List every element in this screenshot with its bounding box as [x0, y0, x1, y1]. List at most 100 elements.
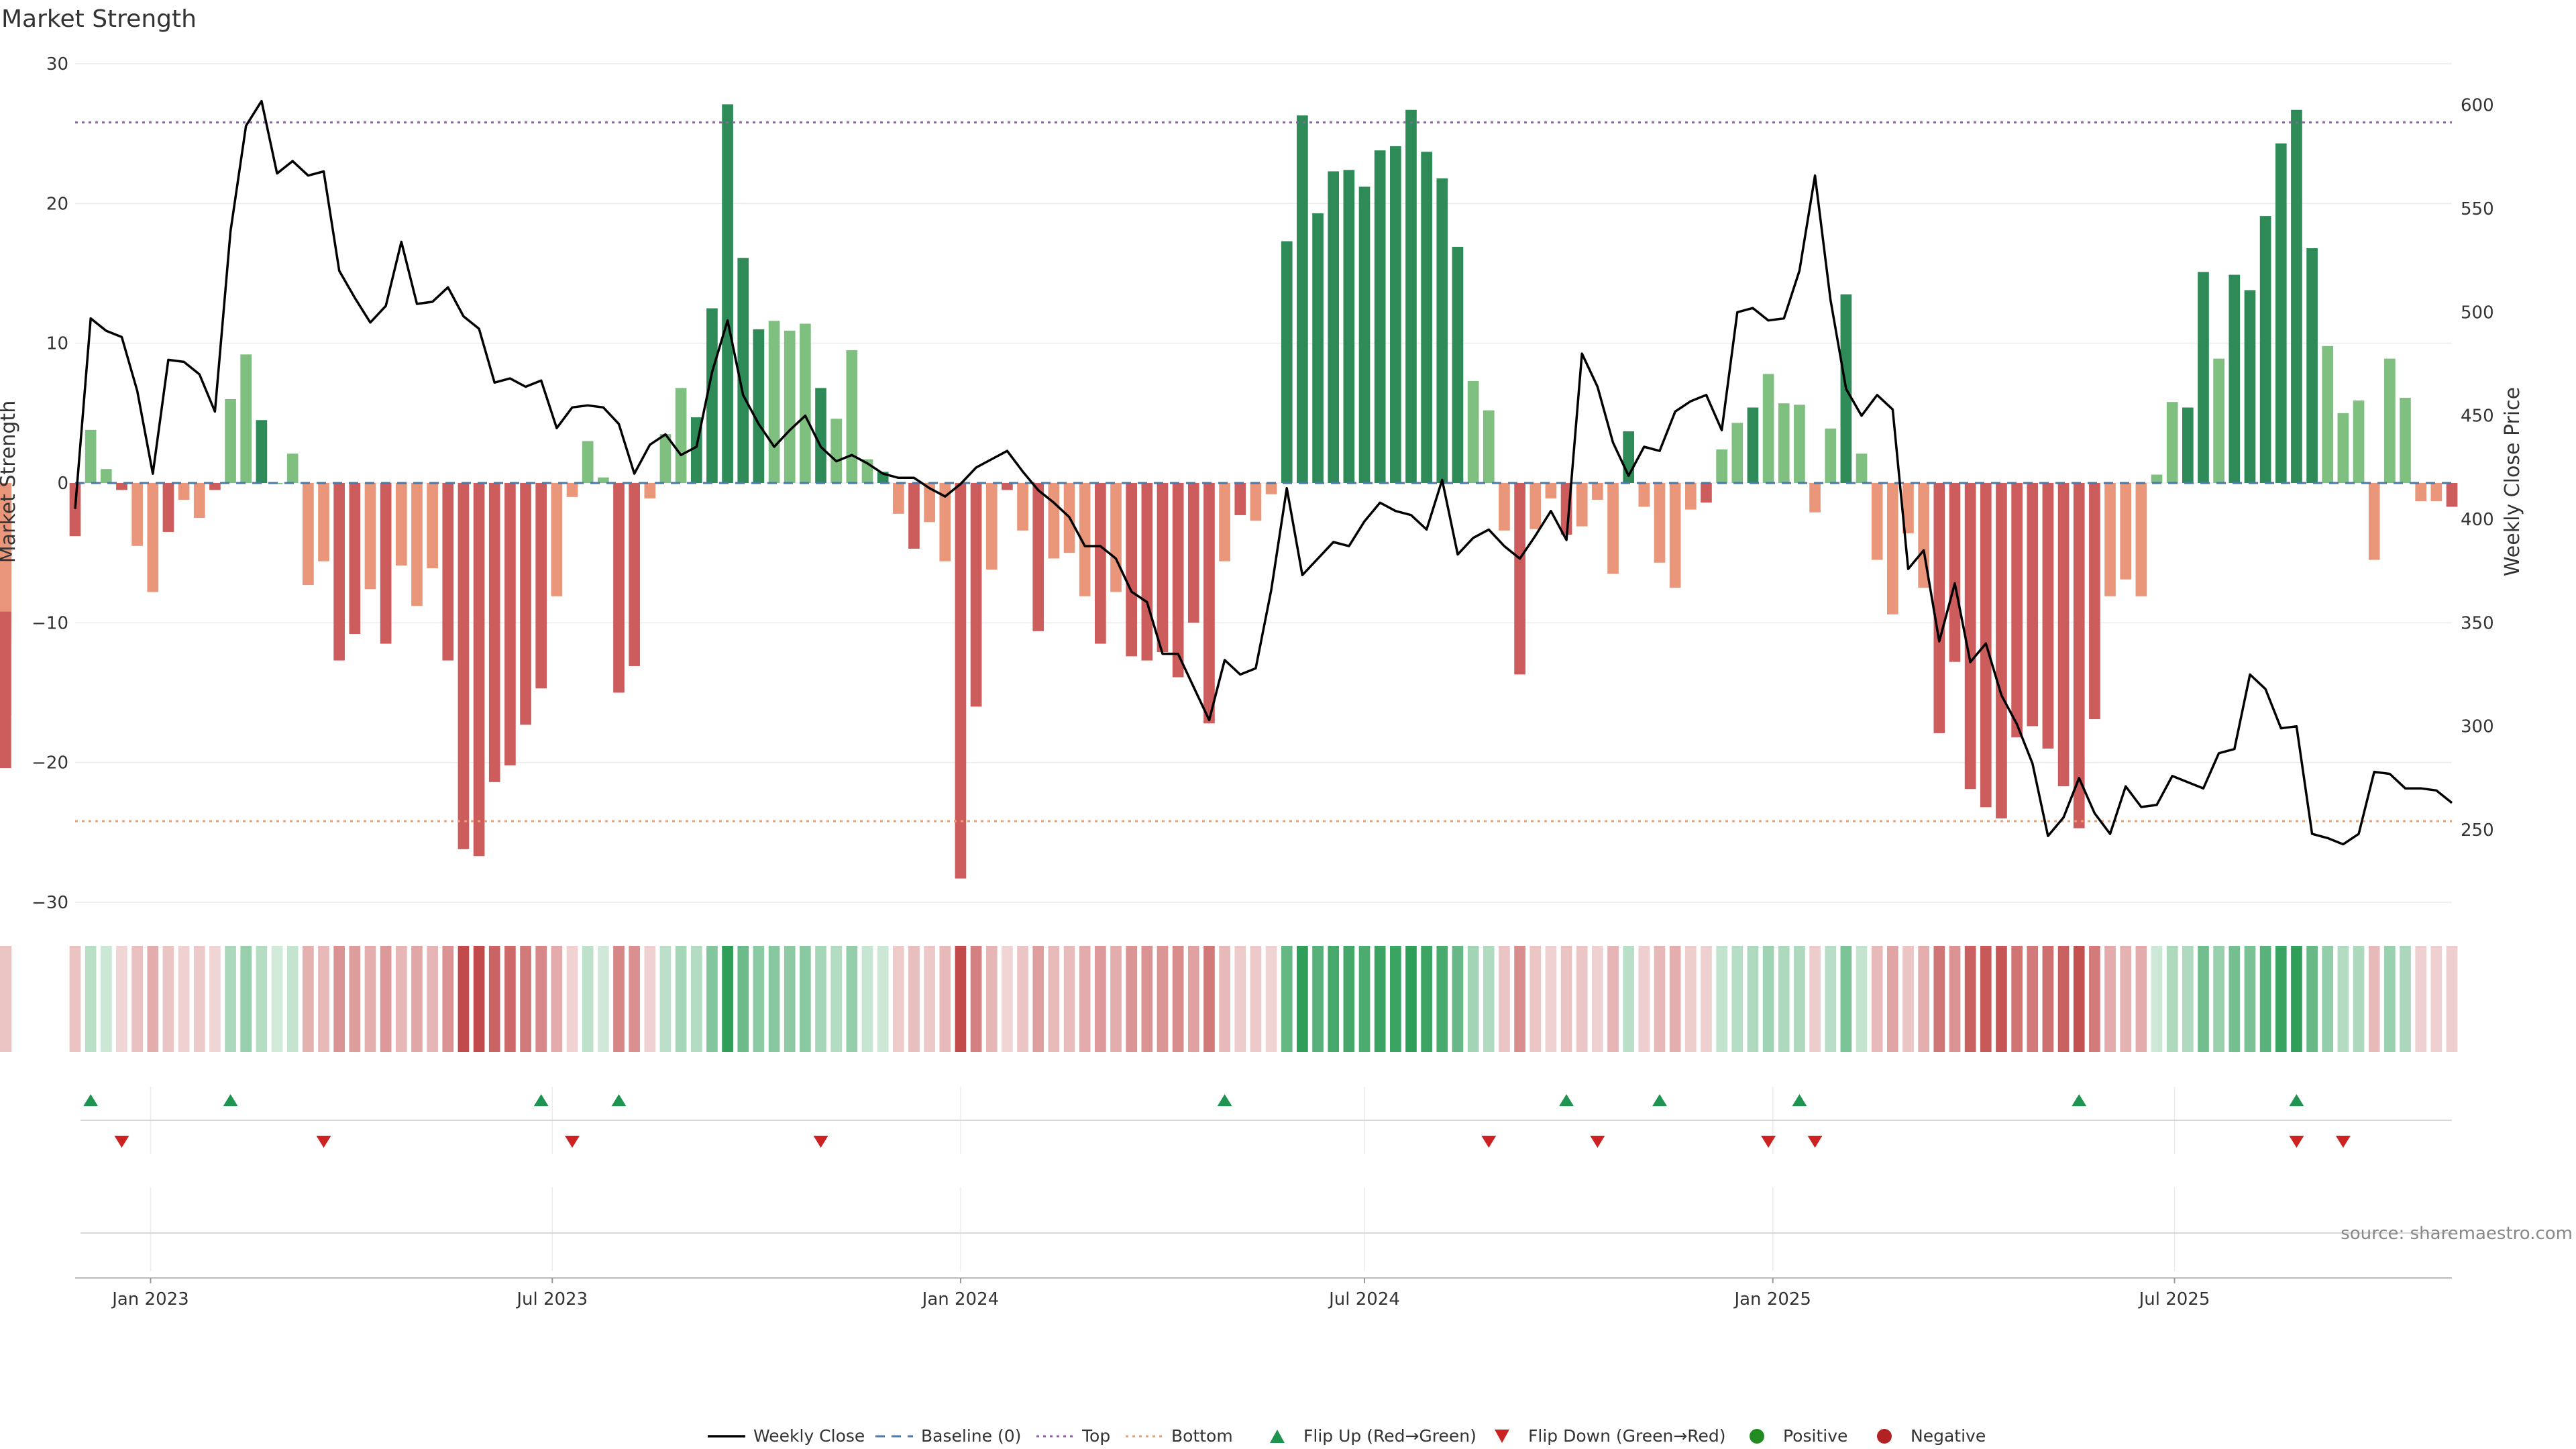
strength-bar	[1358, 186, 1371, 483]
strength-bar	[1126, 483, 1138, 657]
x-axis-ticks: Jan 2023 Jul 2023 Jan 2024 Jul 2024 Jan 2025…	[111, 1278, 2210, 1309]
strength-bar	[1281, 241, 1293, 483]
strip-cell	[1529, 946, 1542, 1052]
strip-cell	[2213, 946, 2224, 1052]
strip-cell	[0, 946, 11, 1052]
strength-bar	[892, 483, 904, 514]
strength-bar	[1762, 374, 1774, 483]
strip-cell	[1592, 946, 1603, 1052]
strength-bar	[1607, 483, 1619, 574]
strip-cell	[1187, 946, 1199, 1052]
strip-cell	[675, 946, 687, 1052]
flip-up-marker	[1652, 1094, 1667, 1106]
strip-cell	[908, 946, 920, 1052]
strength-bar	[1933, 483, 1945, 733]
y2-axis-label: Weekly Close Price	[2501, 387, 2524, 576]
legend-item: Flip Down (Green→Red)	[1495, 1426, 1726, 1446]
strength-bar	[784, 330, 796, 483]
legend-swatch-tri-up	[1270, 1430, 1285, 1443]
strip-cell	[753, 946, 765, 1052]
strip-cell	[1389, 946, 1401, 1052]
strip-cell	[2027, 946, 2039, 1052]
strength-bar	[955, 483, 967, 879]
strength-bar	[2306, 248, 2318, 483]
strength-bar	[1250, 483, 1262, 521]
strength-bar	[303, 483, 314, 586]
strength-bar	[2198, 272, 2209, 483]
strength-bar	[1592, 483, 1603, 500]
strip-cell	[1809, 946, 1821, 1052]
strength-bar	[2073, 483, 2085, 828]
strip-cell	[1684, 946, 1697, 1052]
strip-cell	[566, 946, 578, 1052]
strip-cell	[597, 946, 609, 1052]
strip-cell	[1701, 946, 1712, 1052]
strength-bar	[535, 483, 547, 689]
flip-up-marker	[533, 1094, 549, 1106]
strength-bar	[629, 483, 640, 666]
strength-bar	[566, 483, 578, 497]
strength-bar	[2011, 483, 2023, 738]
y2-tick-label: 250	[2461, 820, 2494, 841]
flip-down-marker	[2289, 1136, 2304, 1148]
strip-cell	[2104, 946, 2116, 1052]
weekly-close-path	[74, 99, 2453, 846]
strength-bar	[1809, 483, 1821, 513]
legend-swatch-dot-positive	[1750, 1429, 1764, 1444]
x-tick-label: Jul 2023	[515, 1289, 588, 1309]
strip-cell	[737, 946, 749, 1052]
strength-bar	[1374, 150, 1386, 483]
strength-bar	[85, 429, 97, 483]
strength-bar	[2120, 483, 2132, 580]
strip-cell	[2057, 946, 2070, 1052]
strength-bar	[427, 483, 438, 569]
strength-bar	[970, 483, 982, 707]
strip-cell	[1079, 946, 1091, 1052]
legend-swatch-tri-down	[1495, 1430, 1509, 1443]
y-axis-ticks: 30 20 10 0 −10 −20 −30	[32, 54, 68, 913]
strength-bar	[1312, 213, 1324, 483]
strip-cell	[240, 946, 252, 1052]
y2-tick-label: 600	[2461, 96, 2494, 116]
strength-bar	[256, 420, 268, 483]
strength-bar	[147, 483, 159, 592]
strip-cell	[1871, 946, 1883, 1052]
strip-cell	[1825, 946, 1837, 1052]
strip-cell	[1234, 946, 1246, 1052]
strength-bar	[2322, 345, 2334, 483]
x-tick-label: Jan 2024	[921, 1289, 1000, 1309]
strength-bar	[768, 321, 780, 483]
strip-cell	[970, 946, 982, 1052]
strength-bar	[225, 399, 236, 483]
strip-cell	[1250, 946, 1262, 1052]
strength-bar	[520, 483, 531, 725]
strength-bar	[644, 483, 656, 498]
strip-cell	[613, 946, 625, 1052]
flip-up-marker	[2072, 1094, 2087, 1106]
y-tick-label: 20	[46, 194, 68, 214]
strip-cell	[1949, 946, 1961, 1052]
strength-bar	[1110, 483, 1122, 592]
strength-bar	[846, 350, 858, 483]
strength-bar	[1157, 483, 1169, 653]
strip-cell	[582, 946, 594, 1052]
flip-down-marker	[813, 1136, 828, 1148]
strength-bar	[1669, 483, 1681, 588]
strip-cell	[178, 946, 190, 1052]
strength-bar	[1017, 483, 1028, 531]
strength-bar	[2415, 483, 2427, 502]
strength-bar	[2337, 413, 2349, 483]
strength-bar	[193, 483, 205, 519]
strip-cell	[1794, 946, 1805, 1052]
strip-cell	[69, 946, 81, 1052]
strength-bar	[458, 483, 470, 849]
strength-bar	[0, 483, 11, 533]
strength-bar	[504, 483, 516, 765]
strength-bar	[1095, 483, 1106, 644]
strip-cell	[1514, 946, 1525, 1052]
y2-tick-label: 500	[2461, 303, 2494, 323]
strip-cell	[1560, 946, 1572, 1052]
strip-cell	[147, 946, 159, 1052]
strip-cell	[1747, 946, 1759, 1052]
y-tick-label: 30	[46, 54, 68, 74]
